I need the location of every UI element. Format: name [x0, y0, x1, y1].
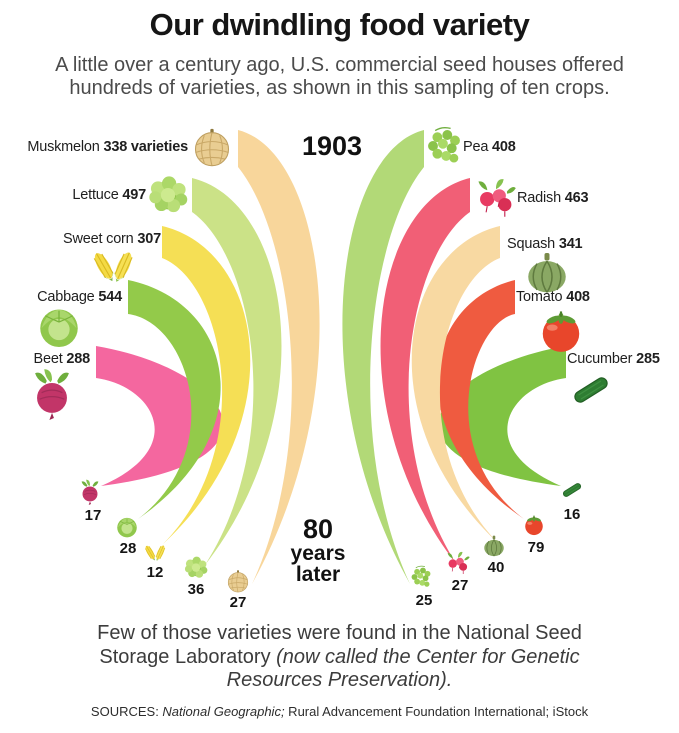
count-1903-squash: 341: [558, 236, 583, 252]
cucumber-icon: [572, 375, 610, 405]
crop-label-cucumber: Cucumber 285: [567, 351, 660, 367]
count-1903-radish: 463: [564, 190, 589, 206]
cabbage-icon: [39, 308, 79, 348]
crop-name-tomato: Tomato: [516, 289, 563, 305]
pea-icon: [427, 127, 461, 164]
sources-prefix: SOURCES:: [90, 704, 163, 719]
count-1903-muskmelon: 338 varieties: [103, 139, 189, 155]
subtitle: A little over a century ago, U.S. commer…: [55, 54, 624, 100]
pea-small-icon: [411, 565, 431, 588]
crop-name-lettuce: Lettuce: [72, 187, 119, 203]
crop-label-cabbage: Cabbage 544: [37, 289, 122, 305]
footnote-italic: (now called the Center for Genetic Resou…: [226, 645, 580, 692]
tomato-icon: [542, 311, 580, 352]
ribbon-tomato: [437, 280, 524, 519]
count-1983-radish: 27: [451, 577, 469, 594]
crop-label-pea: Pea 408: [463, 139, 516, 155]
count-1983-tomato: 79: [527, 539, 545, 556]
beet-icon: [34, 368, 70, 420]
crop-name-cucumber: Cucumber: [567, 351, 633, 367]
ribbon-pea: [342, 130, 424, 584]
count-1903-lettuce: 497: [122, 187, 146, 203]
sources-italic: National Geographic;: [162, 704, 285, 719]
squash-small-icon: [483, 535, 505, 557]
page-title: Our dwindling food variety: [149, 7, 530, 42]
crop-label-lettuce: Lettuce 497: [72, 187, 146, 203]
footnote: Few of those varieties were found in the…: [60, 622, 620, 693]
crop-label-sweet-corn: Sweet corn 307: [63, 231, 161, 247]
crop-name-beet: Beet: [33, 351, 63, 367]
lettuce-small-icon: [184, 556, 208, 578]
cucumber-small-icon: [561, 482, 583, 498]
crop-name-squash: Squash: [507, 236, 555, 252]
count-1983-cucumber: 16: [563, 506, 581, 523]
sources: SOURCES: National Geographic; Rural Adva…: [0, 704, 679, 719]
crop-label-radish: Radish 463: [517, 190, 589, 206]
crop-name-muskmelon: Muskmelon: [27, 139, 100, 155]
count-1903-tomato: 408: [566, 289, 590, 305]
years-later-number: 80: [302, 514, 334, 544]
count-1983-beet: 17: [84, 507, 102, 524]
count-1983-squash: 40: [487, 559, 505, 576]
count-1983-pea: 25: [415, 592, 433, 609]
ribbon-muskmelon: [238, 130, 320, 584]
count-1983-sweet-corn: 12: [146, 564, 164, 581]
year-1903-label: 1903: [301, 131, 363, 161]
radish-icon: [477, 178, 517, 218]
sources-rest: Rural Advancement Foundation Internation…: [284, 704, 589, 719]
crop-name-sweet-corn: Sweet corn: [63, 231, 134, 247]
years-later-word-2: later: [295, 563, 341, 587]
crop-name-cabbage: Cabbage: [37, 289, 95, 305]
crop-name-pea: Pea: [463, 139, 489, 155]
muskmelon-small-icon: [227, 569, 249, 593]
sweet-corn-icon: [90, 249, 136, 285]
ribbon-radish: [380, 178, 470, 565]
cabbage-small-icon: [116, 517, 138, 538]
years-later-label: 80 years later: [258, 516, 378, 586]
ribbon-sweet-corn: [162, 226, 251, 544]
radish-small-icon: [447, 551, 471, 575]
squash-icon: [527, 252, 567, 294]
crop-label-muskmelon: Muskmelon 338 varieties: [27, 139, 188, 155]
count-1903-beet: 288: [66, 351, 90, 367]
muskmelon-icon: [194, 128, 230, 167]
crop-label-squash: Squash 341: [507, 236, 583, 252]
ribbon-cabbage: [128, 280, 221, 519]
crop-label-beet: Beet 288: [33, 351, 91, 367]
ribbon-squash: [411, 226, 500, 544]
count-1903-cabbage: 544: [98, 289, 122, 305]
count-1903-pea: 408: [492, 139, 516, 155]
years-later-word-1: years: [290, 542, 346, 565]
count-1983-cabbage: 28: [119, 540, 137, 557]
crop-label-tomato: Tomato 408: [516, 289, 590, 305]
beet-small-icon: [81, 479, 99, 505]
count-1903-sweet-corn: 307: [137, 231, 161, 247]
count-1983-muskmelon: 27: [229, 594, 247, 611]
lettuce-icon: [149, 176, 188, 213]
ribbon-lettuce: [192, 178, 282, 565]
tomato-small-icon: [525, 515, 543, 536]
count-1903-cucumber: 285: [636, 351, 660, 367]
count-1983-lettuce: 36: [187, 581, 205, 598]
crop-name-radish: Radish: [517, 190, 561, 206]
footnote-text: Few of those varieties were found in the…: [97, 622, 582, 668]
